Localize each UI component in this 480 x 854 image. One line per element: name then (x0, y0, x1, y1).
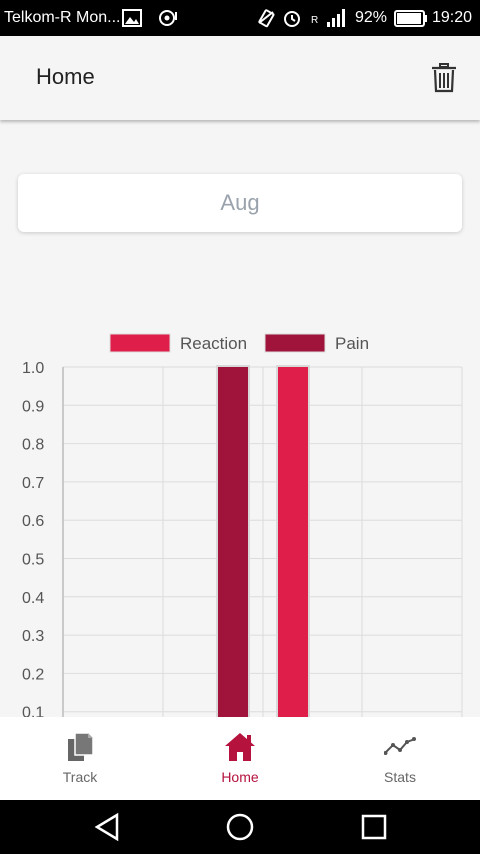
bottom-navigation: Track Home Stats (0, 717, 480, 800)
nav-stats-label: Stats (384, 769, 416, 785)
y-tick-label-5: 0.5 (22, 552, 44, 569)
legend-swatch-1 (264, 333, 326, 353)
recents-icon[interactable] (360, 812, 388, 842)
bar-pain (218, 367, 248, 720)
trash-icon[interactable] (431, 63, 457, 93)
hotspot-icon (159, 10, 177, 26)
roaming-indicator: R (311, 15, 319, 26)
clock: 19:20 (432, 9, 473, 26)
legend-swatch-0 (109, 333, 171, 353)
y-tick-label-3: 0.7 (22, 475, 44, 492)
y-tick-label-1: 0.9 (22, 398, 44, 415)
y-tick-label-2: 0.8 (22, 437, 44, 454)
home-icon (225, 733, 255, 761)
month-selector[interactable]: Aug (18, 174, 462, 232)
nav-home[interactable]: Home (160, 717, 320, 800)
month-label: Aug (220, 190, 260, 215)
y-tick-label-9: 0.1 (22, 705, 44, 720)
y-tick-label-0: 1.0 (22, 360, 44, 377)
y-tick-label-8: 0.2 (22, 666, 44, 683)
alarm-icon (284, 11, 300, 27)
nav-home-label: Home (221, 769, 259, 785)
vibrate-icon (258, 9, 275, 28)
nav-track[interactable]: Track (0, 717, 160, 800)
y-tick-label-7: 0.3 (22, 628, 44, 645)
legend-label-1: Pain (335, 334, 369, 353)
system-navigation-bar (0, 800, 480, 854)
documents-icon (68, 732, 94, 761)
battery-percent: 92% (355, 9, 388, 26)
bar-reaction (278, 367, 308, 720)
status-bar: Telkom-R Mon... R 92% 19:20 (0, 0, 480, 36)
nav-track-label: Track (62, 769, 98, 785)
home-button-icon[interactable] (225, 812, 255, 842)
page-title: Home (36, 64, 95, 89)
nav-stats[interactable]: Stats (320, 717, 480, 800)
back-icon[interactable] (93, 812, 121, 842)
y-tick-label-4: 0.6 (22, 513, 44, 530)
battery-icon (394, 10, 427, 27)
image-notification-icon (122, 9, 142, 27)
legend-label-0: Reaction (180, 334, 247, 353)
carrier-name: Telkom-R Mon... (4, 9, 121, 26)
line-chart-icon (384, 737, 416, 755)
bar-chart: Reaction Pain 1.0 0.9 0.8 0.7 0.6 0.5 0.4 0.3 0.2 0… (22, 333, 463, 720)
signal-icon (327, 9, 345, 27)
app-bar: Home (0, 36, 480, 120)
y-tick-label-6: 0.4 (22, 590, 44, 607)
